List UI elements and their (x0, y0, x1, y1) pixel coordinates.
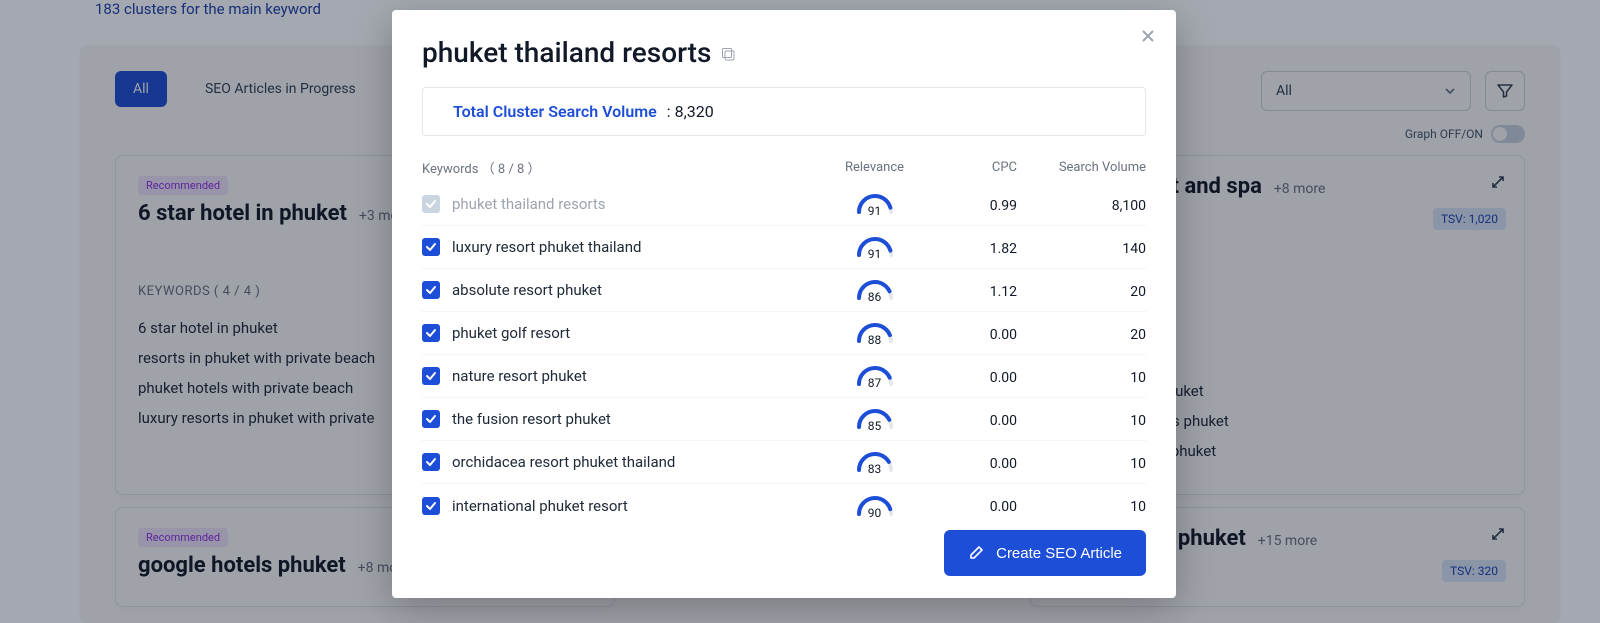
edit-icon (968, 544, 986, 562)
keyword-row: luxury resort phuket thailand 91 1.82 14… (422, 226, 1146, 269)
cluster-modal: phuket thailand resorts Total Cluster Se… (392, 10, 1176, 598)
keyword-checkbox[interactable] (422, 324, 440, 342)
keyword-row: absolute resort phuket 86 1.12 20 (422, 269, 1146, 312)
relevance-value: 90 (856, 506, 894, 520)
cpc-value: 0.99 (990, 198, 1017, 214)
keyword-checkbox[interactable] (422, 238, 440, 256)
relevance-gauge: 85 (856, 407, 894, 431)
relevance-value: 91 (856, 247, 894, 261)
search-volume-value: 10 (1130, 456, 1146, 472)
cta-label: Create SEO Article (996, 545, 1122, 562)
cpc-value: 0.00 (990, 456, 1017, 472)
keyword-text: luxury resort phuket thailand (452, 238, 641, 256)
col-search-volume: Search Volume (1017, 160, 1146, 175)
col-cpc: CPC (922, 160, 1017, 175)
col-relevance: Relevance (827, 160, 922, 175)
keyword-checkbox[interactable] (422, 453, 440, 471)
relevance-gauge: 91 (856, 235, 894, 259)
modal-title-text: phuket thailand resorts (422, 36, 711, 69)
total-volume-box: Total Cluster Search Volume : 8,320 (422, 87, 1146, 136)
cpc-value: 1.12 (990, 284, 1017, 300)
cpc-value: 0.00 (990, 413, 1017, 429)
keyword-text: nature resort phuket (452, 367, 587, 385)
keyword-text: absolute resort phuket (452, 281, 602, 299)
search-volume-value: 140 (1122, 241, 1146, 257)
relevance-gauge: 86 (856, 278, 894, 302)
keyword-row: nature resort phuket 87 0.00 10 (422, 355, 1146, 398)
search-volume-value: 10 (1130, 499, 1146, 515)
keyword-checkbox[interactable] (422, 281, 440, 299)
create-seo-article-button[interactable]: Create SEO Article (944, 530, 1146, 576)
search-volume-value: 10 (1130, 413, 1146, 429)
relevance-value: 87 (856, 376, 894, 390)
keyword-checkbox (422, 195, 440, 213)
relevance-value: 88 (856, 333, 894, 347)
relevance-value: 86 (856, 290, 894, 304)
keyword-text: orchidacea resort phuket thailand (452, 453, 675, 471)
keyword-row: international phuket resort 90 0.00 10 (422, 484, 1146, 527)
relevance-gauge: 90 (856, 494, 894, 518)
modal-title: phuket thailand resorts (422, 36, 1146, 69)
search-volume-value: 10 (1130, 370, 1146, 386)
cpc-value: 1.82 (990, 241, 1017, 257)
search-volume-value: 20 (1130, 284, 1146, 300)
col-keywords: Keywords （ 8 / 8 ） (422, 158, 827, 177)
close-button[interactable] (1140, 28, 1156, 49)
total-volume-label: Total Cluster Search Volume (453, 102, 657, 121)
keyword-text: the fusion resort phuket (452, 410, 611, 428)
relevance-gauge: 88 (856, 321, 894, 345)
keyword-text: phuket thailand resorts (452, 195, 606, 213)
keyword-text: phuket golf resort (452, 324, 570, 342)
table-header: Keywords （ 8 / 8 ） Relevance CPC Search … (422, 158, 1146, 177)
relevance-value: 85 (856, 419, 894, 433)
cpc-value: 0.00 (990, 370, 1017, 386)
cpc-value: 0.00 (990, 327, 1017, 343)
relevance-value: 91 (856, 204, 894, 218)
close-icon (1140, 28, 1156, 44)
keyword-checkbox[interactable] (422, 367, 440, 385)
copy-icon[interactable] (721, 36, 736, 69)
relevance-gauge: 83 (856, 450, 894, 474)
keyword-row: phuket thailand resorts 91 0.99 8,100 (422, 183, 1146, 226)
relevance-gauge: 91 (856, 192, 894, 216)
keyword-row: phuket golf resort 88 0.00 20 (422, 312, 1146, 355)
cpc-value: 0.00 (990, 499, 1017, 515)
keyword-checkbox[interactable] (422, 497, 440, 515)
keyword-row: orchidacea resort phuket thailand 83 0.0… (422, 441, 1146, 484)
relevance-gauge: 87 (856, 364, 894, 388)
keyword-checkbox[interactable] (422, 410, 440, 428)
keyword-rows: phuket thailand resorts 91 0.99 8,100 lu… (422, 183, 1146, 527)
search-volume-value: 8,100 (1112, 198, 1146, 214)
search-volume-value: 20 (1130, 327, 1146, 343)
total-volume-value: : 8,320 (667, 102, 714, 121)
keyword-text: international phuket resort (452, 497, 628, 515)
relevance-value: 83 (856, 462, 894, 476)
keyword-row: the fusion resort phuket 85 0.00 10 (422, 398, 1146, 441)
